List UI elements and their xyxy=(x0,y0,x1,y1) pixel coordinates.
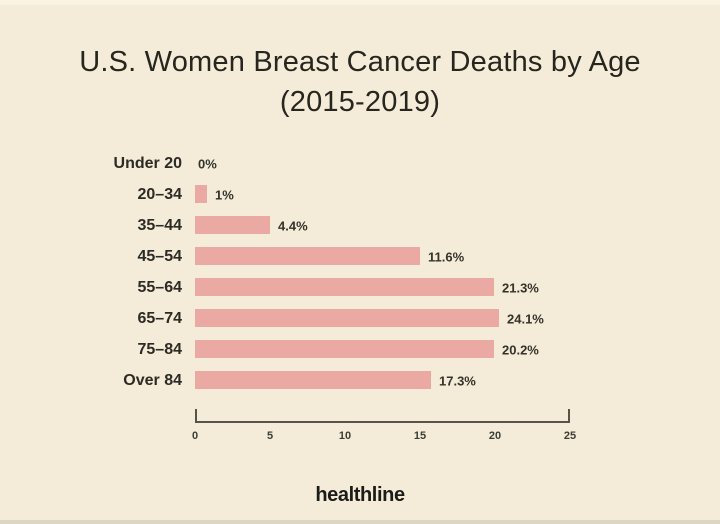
bar-track: 1% xyxy=(195,179,570,210)
bar-fill xyxy=(195,309,499,327)
value-label: 1% xyxy=(215,187,234,202)
bar-track: 20.2% xyxy=(195,334,570,365)
category-label: Over 84 xyxy=(123,371,182,389)
chart-title-line2: (2015-2019) xyxy=(279,86,441,118)
bar-row: 75–84 20.2% xyxy=(104,334,664,365)
category-label: 65–74 xyxy=(137,309,183,327)
bar-fill xyxy=(195,278,494,296)
x-axis-tick-label: 15 xyxy=(413,430,427,442)
bar-rows: Under 20 0% 20–34 1% 35–44 4.4% 45–54 11.6% 55–6… xyxy=(104,148,664,396)
value-label: 21.3% xyxy=(502,280,539,295)
bar-row: 45–54 11.6% xyxy=(104,241,664,272)
bar-fill xyxy=(195,216,270,234)
bar-track: 21.3% xyxy=(195,272,570,303)
chart-title: U.S. Women Breast Cancer Deaths by Age (… xyxy=(0,42,720,122)
x-axis-tick-label: 0 xyxy=(191,430,199,442)
top-edge-highlight xyxy=(0,0,720,5)
bar-fill xyxy=(195,185,207,203)
value-label: 4.4% xyxy=(278,218,308,233)
chart-title-line1: U.S. Women Breast Cancer Deaths by Age xyxy=(79,46,641,78)
x-axis-tick-label: 25 xyxy=(563,430,577,442)
value-label: 11.6% xyxy=(428,249,465,264)
bar-row: 20–34 1% xyxy=(104,179,664,210)
bar-track: 24.1% xyxy=(195,303,570,334)
value-label: 24.1% xyxy=(507,311,544,326)
category-label: 35–44 xyxy=(137,216,183,234)
bottom-edge-line xyxy=(0,520,720,524)
value-label: 0% xyxy=(198,156,217,171)
value-label: 20.2% xyxy=(502,342,539,357)
bar-fill xyxy=(195,340,494,358)
x-axis-tick-labels: 0 5 10 15 20 25 xyxy=(191,430,576,444)
bar-track: 4.4% xyxy=(195,210,570,241)
category-label: 75–84 xyxy=(137,340,183,358)
category-label: 45–54 xyxy=(137,247,183,265)
x-axis-tick-label: 10 xyxy=(338,430,352,442)
bar-track: 0% xyxy=(195,148,570,179)
bar-row: 55–64 21.3% xyxy=(104,272,664,303)
value-label: 17.3% xyxy=(439,373,476,388)
healthline-logo: healthline xyxy=(315,484,405,506)
bar-track: 17.3% xyxy=(195,365,570,396)
bar-row: 35–44 4.4% xyxy=(104,210,664,241)
bar-fill xyxy=(195,371,431,389)
bar-fill xyxy=(195,247,420,265)
bar-row: Under 20 0% xyxy=(104,148,664,179)
bar-row: 65–74 24.1% xyxy=(104,303,664,334)
bar-track: 11.6% xyxy=(195,241,570,272)
x-axis-line xyxy=(195,409,570,423)
x-axis-tick-label: 20 xyxy=(488,430,502,442)
x-axis-tick-label: 5 xyxy=(266,430,274,442)
category-label: 20–34 xyxy=(137,185,183,203)
category-label: 55–64 xyxy=(137,278,183,296)
category-label: Under 20 xyxy=(113,154,182,172)
bar-row: Over 84 17.3% xyxy=(104,365,664,396)
